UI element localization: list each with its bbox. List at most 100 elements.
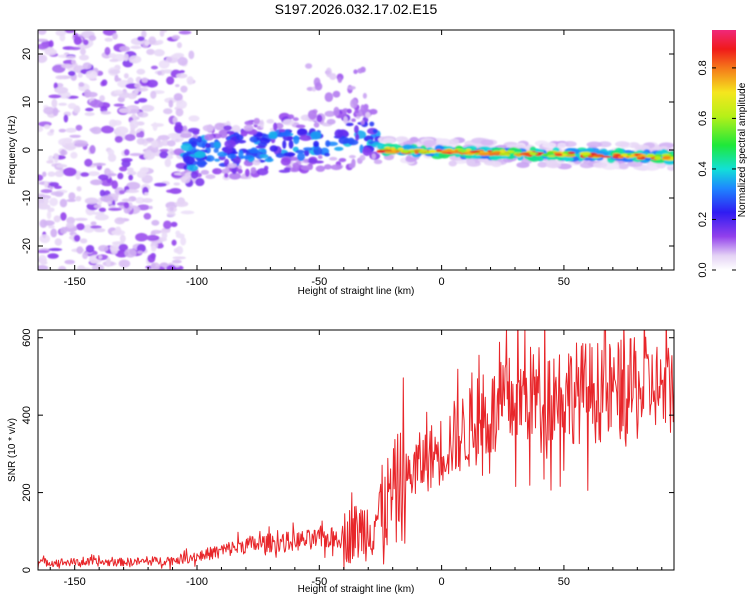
spectral-blob <box>448 160 457 167</box>
spectral-blob <box>614 153 622 157</box>
spectral-blob <box>164 158 172 168</box>
spectral-blob <box>243 124 254 132</box>
spectral-blob <box>362 92 367 99</box>
spectral-blob <box>620 153 628 157</box>
spectral-blob <box>618 162 628 169</box>
spectral-blob <box>79 238 88 244</box>
spectral-blob <box>105 258 111 268</box>
colorbar-tick-label: 0.4 <box>697 161 709 176</box>
spectral-blob <box>38 54 48 63</box>
spectral-blob <box>43 106 55 115</box>
spectral-blob <box>227 153 237 159</box>
spectral-blob <box>64 30 76 34</box>
spectral-blob <box>104 46 111 56</box>
spectral-blob <box>269 145 278 152</box>
spectral-blob <box>313 140 320 148</box>
spectral-blob <box>175 108 184 117</box>
spectral-blob <box>365 111 371 119</box>
y-tick-label: 400 <box>21 406 33 424</box>
spectral-blob <box>123 202 130 209</box>
spectral-blob <box>176 73 188 79</box>
spectral-blob <box>429 149 437 154</box>
spectral-blob <box>357 68 364 74</box>
spectral-blob <box>542 142 557 149</box>
spectral-blob <box>228 172 241 180</box>
spectral-blob <box>307 109 317 120</box>
spectral-blob <box>661 153 671 157</box>
spectral-blob <box>38 43 49 50</box>
spectral-blob <box>348 162 356 169</box>
spectral-blob <box>98 174 109 181</box>
spectral-blob <box>148 205 153 210</box>
spectral-blob <box>137 111 149 118</box>
spectral-blob <box>413 150 420 154</box>
spectral-blob <box>592 162 608 169</box>
spectral-blob <box>157 70 163 76</box>
snr-panel: -150 -100 -50 0 50 0 200 400 600 Height of strai… <box>7 329 675 595</box>
spectral-blob <box>240 131 248 137</box>
spectral-blob <box>278 169 291 173</box>
spectral-blob <box>180 85 188 93</box>
spectral-blob <box>47 171 56 177</box>
spectral-blob <box>38 250 50 254</box>
spectral-blob <box>127 77 134 85</box>
spectral-blob <box>50 228 58 238</box>
spectral-blob <box>48 182 60 187</box>
spectral-blob <box>546 151 554 155</box>
spectral-blob <box>304 149 310 157</box>
spectral-blob <box>636 154 643 158</box>
spectral-blob <box>224 139 236 149</box>
spectral-blob <box>84 112 95 117</box>
spectral-blob <box>293 135 300 145</box>
spectral-blob <box>163 220 172 230</box>
spectral-blob <box>145 236 157 240</box>
spectral-blob <box>64 259 76 265</box>
spectral-blob <box>42 171 47 177</box>
spectral-blob <box>214 158 221 162</box>
spectral-blob <box>196 135 203 143</box>
spectral-blob <box>324 110 336 117</box>
spectral-blob <box>93 204 102 209</box>
spectral-blob <box>77 73 83 78</box>
spectral-blob <box>292 117 299 122</box>
spectral-blob <box>46 160 54 164</box>
spectral-blob <box>190 141 198 148</box>
spectral-blob <box>173 182 181 186</box>
spectral-blob <box>178 30 192 35</box>
spectral-blob <box>64 142 77 151</box>
spectral-blob <box>98 254 103 260</box>
spectral-blob <box>205 174 216 180</box>
spectral-blob <box>107 173 117 177</box>
spectral-blob <box>171 35 181 40</box>
spectral-blob <box>323 164 332 170</box>
spectral-blob <box>372 129 378 134</box>
y-tick-label: 600 <box>21 329 33 347</box>
spectral-blob <box>68 192 76 201</box>
spectral-blob <box>166 76 175 85</box>
spectral-blob <box>244 120 254 126</box>
x-tick-label: -100 <box>186 276 208 288</box>
spectral-blob <box>499 149 507 153</box>
spectral-blob <box>423 139 437 146</box>
y-tick-label: 0 <box>21 567 33 573</box>
spectral-blob <box>146 48 155 56</box>
spectral-blob <box>75 124 83 131</box>
spectral-blob <box>213 141 221 149</box>
colorbar-tick-label: 0.2 <box>697 212 709 227</box>
spectral-blob <box>124 133 136 142</box>
spectral-blob <box>70 151 78 159</box>
spectral-blob <box>114 217 126 225</box>
spectral-blob <box>419 149 427 153</box>
spectral-blob <box>157 229 171 234</box>
spectral-blob <box>183 155 195 164</box>
spectral-blob <box>134 100 140 104</box>
spectral-blob <box>109 58 119 63</box>
spectral-blob <box>354 125 359 134</box>
spectral-blob <box>75 172 81 180</box>
spectral-blob <box>136 138 146 145</box>
spectral-blob <box>174 124 185 134</box>
spectral-blob <box>313 160 324 164</box>
spectral-blob <box>547 155 556 158</box>
spectral-blob <box>141 104 155 112</box>
